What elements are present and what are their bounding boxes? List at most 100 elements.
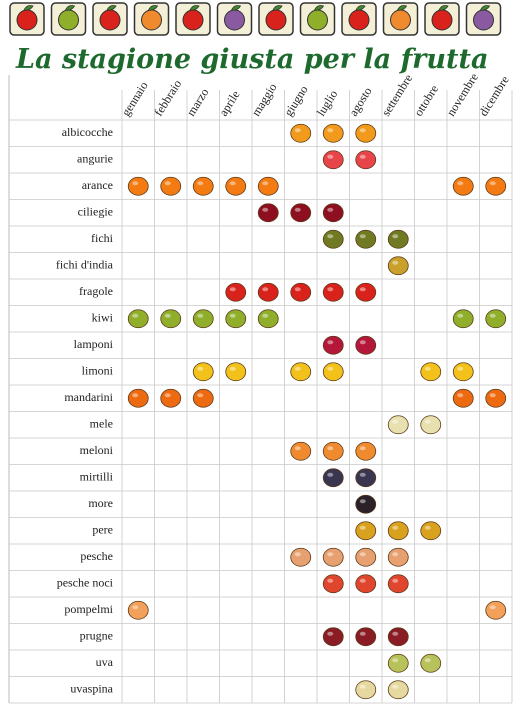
fruit-shine [132,313,139,318]
fruit-label: more [88,496,113,510]
fruit-icon [322,468,344,488]
fruit-label: fichi d'india [56,258,114,272]
fruit-icon [485,309,507,329]
fruit-icon [290,282,312,302]
fruit-icon [322,362,344,382]
fruit-body [387,574,409,594]
fruit-shine [327,207,334,212]
fruit-body [355,468,377,488]
month-label: giugno [281,83,311,119]
fruit-label: angurie [77,152,113,166]
grid: gennaio febbraio marzo aprile maggio giugno lu… [8,70,513,704]
fruit-body [322,335,344,355]
fruit-body [387,680,409,700]
fruit-icon [387,547,409,567]
fruit-body [192,388,214,408]
fruit-body [192,309,214,329]
banner-icon [390,9,411,31]
fruit-icon [225,362,247,382]
fruit-shine [359,525,366,530]
fruit-shine [327,472,334,477]
fruit-label: fragole [79,284,113,298]
fruit-body [322,203,344,223]
fruit-shine [327,154,334,159]
fruit-shine [359,552,366,557]
fruit-shine [359,499,366,504]
fruit-shine [392,525,399,530]
fruit-icon [257,203,279,223]
fruit-icon [322,229,344,249]
fruit-label: pompelmi [64,602,113,616]
banner-leaf [438,5,449,11]
fruit-body [452,362,474,382]
fruit-icon [355,150,377,170]
fruit-body [355,574,377,594]
fruit-icon [387,680,409,700]
fruit-icon [355,494,377,514]
banner-icon [141,9,162,31]
fruit-icon [485,176,507,196]
fruit-body [387,547,409,567]
fruit-body [355,680,377,700]
fruit-label: mirtilli [80,470,114,484]
fruit-shine [164,181,171,186]
fruit-body [355,150,377,170]
fruit-shine [327,446,334,451]
fruit-icon [257,282,279,302]
fruit-icon [452,362,474,382]
fruit-body [355,282,377,302]
fruit-body [485,388,507,408]
fruit-body [257,282,279,302]
fruit-shine [359,631,366,636]
fruit-shine [262,207,269,212]
month-label: settembre [379,72,416,119]
month-label: dicembre [476,73,512,118]
fruit-shine [424,419,431,424]
fruit-body [420,521,442,541]
fruit-shine [489,313,496,318]
fruit-icon [160,176,182,196]
fruit-shine [294,552,301,557]
month-label: ottobre [411,82,441,118]
fruit-shine [262,313,269,318]
fruit-shine [132,181,139,186]
fruit-shine [489,605,496,610]
fruit-shine [294,366,301,371]
fruit-label: pesche [80,549,113,563]
fruit-icon [452,176,474,196]
fruit-label: kiwi [92,311,114,325]
fruit-label: meloni [80,443,114,457]
month-label: luglio [314,87,341,118]
fruit-shine [489,393,496,398]
fruit-icon [192,362,214,382]
fruit-icon [322,574,344,594]
banner-leaf [230,5,242,11]
fruit-body [322,123,344,143]
fruit-icon [192,309,214,329]
fruit-body [355,547,377,567]
fruit-shine [294,287,301,292]
fruit-shine [392,260,399,265]
fruit-body [322,468,344,488]
fruit-icon [387,256,409,276]
banner-icon [182,9,204,31]
fruit-icon [387,521,409,541]
banner-icon [16,9,38,31]
banner-icon [348,9,370,31]
fruit-shine [359,154,366,159]
fruit-label: pere [92,523,113,537]
fruit-shine [262,181,269,186]
fruit-shine [164,393,171,398]
banner-leaf [106,5,117,11]
banner-icon [307,9,328,31]
fruit-icon [127,176,149,196]
fruit-body [290,547,312,567]
fruit-body [485,176,507,196]
fruit-label: mandarini [64,390,113,404]
fruit-icon [387,229,409,249]
fruit-body [485,600,507,620]
fruit-body [225,362,247,382]
fruit-body [387,653,409,673]
fruit-label: pesche noci [57,576,114,590]
fruit-icon [355,335,377,355]
